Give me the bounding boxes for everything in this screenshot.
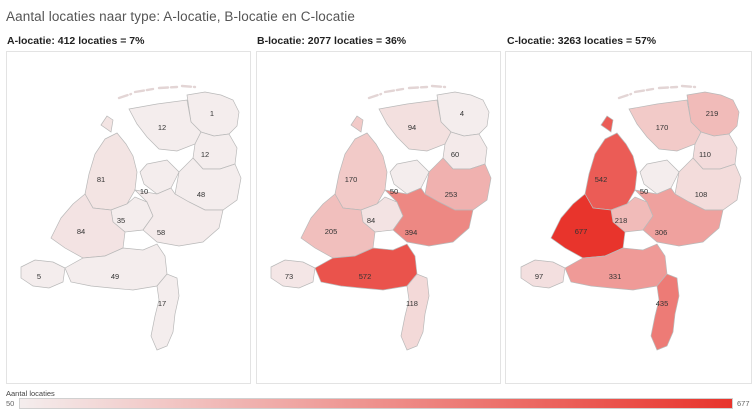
region-value-label-zuid-holland: 84: [77, 227, 85, 236]
dashboard-title: Aantal locaties naar type: A-locatie, B-…: [6, 9, 355, 24]
region-value-label-zeeland: 73: [285, 272, 293, 281]
legend-min-label: 50: [6, 399, 15, 408]
region-texel[interactable]: [600, 115, 614, 133]
panel-title-c-locatie: C-locatie: 3263 locaties = 57%: [507, 35, 657, 47]
region-value-label-flevoland: 50: [640, 187, 648, 196]
region-gelderland[interactable]: [133, 187, 224, 247]
region-gelderland[interactable]: [633, 187, 724, 247]
region-value-label-gelderland: 394: [405, 228, 418, 237]
region-value-label-limburg: 17: [158, 299, 166, 308]
region-value-label-flevoland: 10: [140, 187, 148, 196]
region-value-label-groningen: 219: [706, 109, 719, 118]
region-value-label-drenthe: 110: [699, 150, 711, 159]
region-gelderland[interactable]: [383, 187, 474, 247]
region-value-label-zuid-holland: 205: [325, 227, 338, 236]
region-noord-holland[interactable]: [84, 132, 138, 211]
region-value-label-utrecht: 84: [367, 216, 375, 225]
map-panel-a-locatie[interactable]: 1 12 12 81 10 48 35 58 84 5 49 17: [6, 51, 251, 384]
wadden-islands: [617, 84, 697, 100]
region-value-label-flevoland: 50: [390, 187, 398, 196]
map-panel-c-locatie[interactable]: 219 170 110 542 50 108 218 306 677 97 331 435: [505, 51, 752, 384]
region-value-label-groningen: 4: [460, 109, 464, 118]
legend-color-ramp: [19, 398, 733, 409]
region-noord-brabant[interactable]: [314, 243, 418, 291]
region-value-label-overijssel: 108: [695, 190, 708, 199]
panel-title-b-locatie: B-locatie: 2077 locaties = 36%: [257, 35, 407, 47]
map-panel-b-locatie[interactable]: 4 94 60 170 50 253 84 394 205 73 572 118: [256, 51, 501, 384]
panel-title-a-locatie: A-locatie: 412 locaties = 7%: [7, 35, 145, 47]
region-zeeland[interactable]: [20, 259, 66, 289]
region-value-label-groningen: 1: [210, 109, 214, 118]
region-value-label-gelderland: 58: [157, 228, 165, 237]
region-value-label-noord-holland: 81: [97, 175, 105, 184]
region-value-label-noord-brabant: 572: [359, 272, 372, 281]
region-value-label-zeeland: 97: [535, 272, 543, 281]
region-value-label-zuid-holland: 677: [575, 227, 588, 236]
region-drenthe[interactable]: [192, 131, 238, 170]
region-value-label-limburg: 118: [406, 299, 418, 308]
region-value-label-gelderland: 306: [655, 228, 668, 237]
region-value-label-noord-holland: 170: [345, 175, 358, 184]
wadden-islands: [117, 84, 197, 100]
legend-max-label: 677: [737, 399, 750, 408]
region-value-label-overijssel: 48: [197, 190, 205, 199]
region-limburg[interactable]: [650, 273, 680, 351]
region-value-label-zeeland: 5: [37, 272, 41, 281]
region-zeeland[interactable]: [520, 259, 566, 289]
region-value-label-limburg: 435: [656, 299, 669, 308]
region-value-label-drenthe: 12: [201, 150, 209, 159]
region-zeeland[interactable]: [270, 259, 316, 289]
legend-title: Aantal locaties: [6, 389, 55, 398]
region-noord-holland[interactable]: [334, 132, 388, 211]
region-value-label-friesland: 12: [158, 123, 166, 132]
region-value-label-noord-holland: 542: [595, 175, 608, 184]
region-value-label-utrecht: 218: [615, 216, 628, 225]
netherlands-map-b-locatie[interactable]: 4 94 60 170 50 253 84 394 205 73 572 118: [257, 52, 500, 383]
netherlands-map-a-locatie[interactable]: 1 12 12 81 10 48 35 58 84 5 49 17: [7, 52, 250, 383]
region-value-label-friesland: 94: [408, 123, 416, 132]
region-noord-brabant[interactable]: [564, 243, 668, 291]
netherlands-map-c-locatie[interactable]: 219 170 110 542 50 108 218 306 677 97 331 435: [506, 52, 751, 383]
region-noord-holland[interactable]: [584, 132, 638, 211]
region-texel[interactable]: [100, 115, 114, 133]
wadden-islands: [367, 84, 447, 100]
region-drenthe[interactable]: [442, 131, 488, 170]
region-value-label-noord-brabant: 49: [111, 272, 119, 281]
region-noord-brabant[interactable]: [64, 243, 168, 291]
region-limburg[interactable]: [400, 273, 430, 351]
region-texel[interactable]: [350, 115, 364, 133]
region-limburg[interactable]: [150, 273, 180, 351]
region-value-label-drenthe: 60: [451, 150, 459, 159]
region-value-label-noord-brabant: 331: [609, 272, 622, 281]
region-value-label-utrecht: 35: [117, 216, 125, 225]
region-value-label-friesland: 170: [656, 123, 669, 132]
region-value-label-overijssel: 253: [445, 190, 458, 199]
